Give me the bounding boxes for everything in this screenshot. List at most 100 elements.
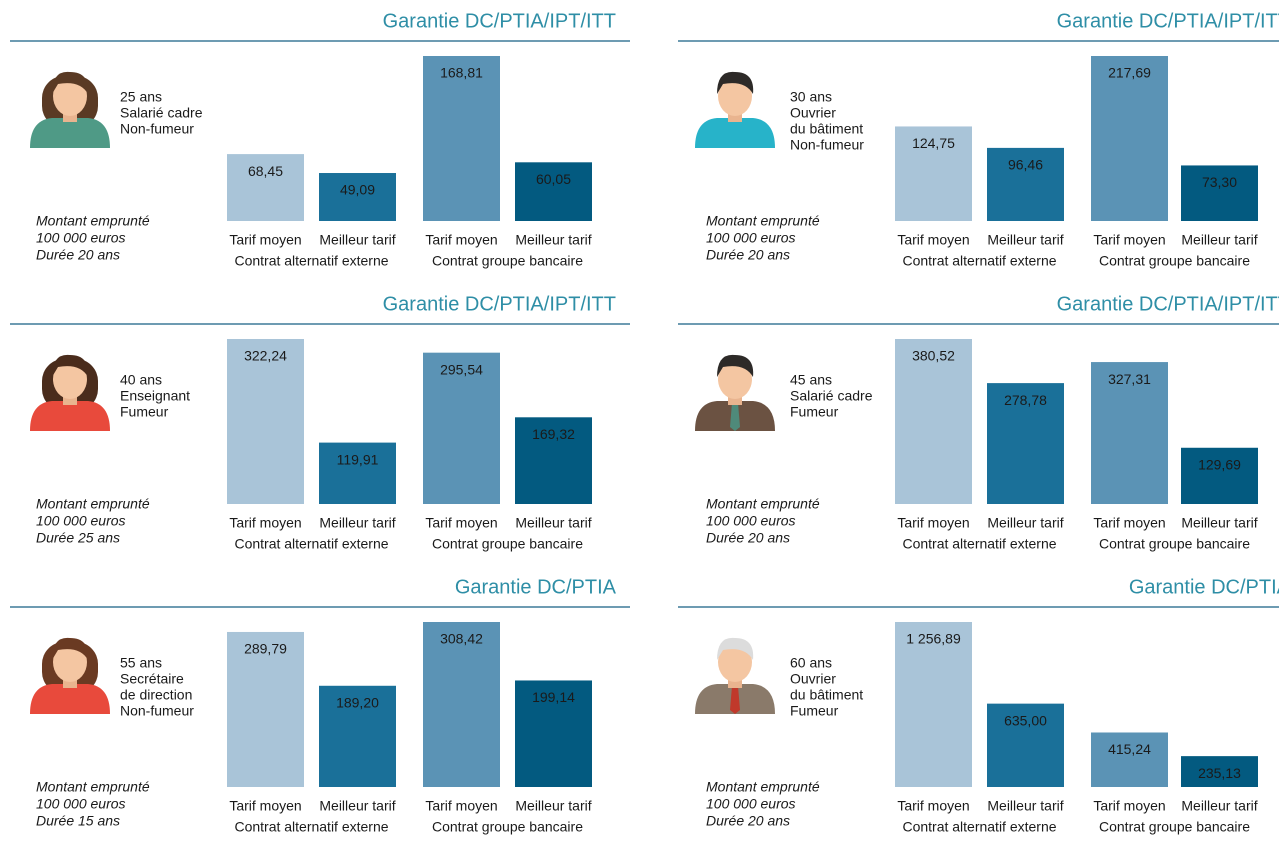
value-label: 68,45 [248, 163, 283, 179]
loan-line: 100 000 euros [706, 230, 796, 246]
bar [423, 622, 500, 787]
category-label: Tarif moyen [229, 232, 301, 248]
category-label: Meilleur tarif [515, 232, 591, 248]
value-label: 289,79 [244, 641, 287, 657]
value-label: 124,75 [912, 135, 955, 151]
bar [227, 339, 304, 504]
loan-line: 100 000 euros [36, 796, 126, 812]
group-label: Contrat alternatif externe [902, 819, 1056, 835]
loan-line: 100 000 euros [706, 796, 796, 812]
loan-line: Durée 15 ans [36, 813, 120, 829]
value-label: 327,31 [1108, 371, 1151, 387]
group-label: Contrat alternatif externe [902, 253, 1056, 269]
category-label: Meilleur tarif [1181, 232, 1257, 248]
panel-title: Garantie DC/PTIA/IPT/ITT [1057, 10, 1279, 32]
avatar-body [30, 401, 110, 431]
value-label: 235,13 [1198, 765, 1241, 781]
avatar-icon [30, 355, 110, 431]
profile-line: de direction [120, 687, 192, 703]
profile-line: Fumeur [790, 703, 839, 719]
panel-title: Garantie DC/PTIA/IPT/ITT [383, 10, 616, 32]
value-label: 119,91 [337, 451, 379, 467]
category-label: Meilleur tarif [515, 515, 591, 531]
profile-line: 45 ans [790, 372, 832, 388]
avatar-icon [695, 638, 775, 714]
profile-line: Salarié cadre [120, 105, 203, 121]
category-label: Tarif moyen [897, 798, 969, 814]
profile-line: Non-fumeur [120, 121, 194, 137]
category-label: Tarif moyen [425, 798, 497, 814]
category-label: Tarif moyen [229, 515, 301, 531]
avatar-body [30, 684, 110, 714]
loan-line: Durée 20 ans [36, 247, 120, 263]
group-label: Contrat alternatif externe [902, 536, 1056, 552]
loan-line: Durée 20 ans [706, 247, 790, 263]
avatar-icon [695, 72, 775, 148]
value-label: 380,52 [912, 348, 955, 364]
category-label: Meilleur tarif [987, 798, 1063, 814]
category-label: Meilleur tarif [987, 515, 1063, 531]
value-label: 96,46 [1008, 157, 1043, 173]
avatar-icon [30, 638, 110, 714]
loan-line: 100 000 euros [36, 230, 126, 246]
loan-line: Durée 20 ans [706, 530, 790, 546]
value-label: 189,20 [336, 694, 379, 710]
profile-line: 55 ans [120, 655, 162, 671]
value-label: 60,05 [536, 171, 571, 187]
value-label: 49,09 [340, 182, 375, 198]
category-label: Tarif moyen [425, 515, 497, 531]
loan-line: Montant emprunté [706, 213, 820, 229]
value-label: 278,78 [1004, 392, 1047, 408]
bar [895, 622, 972, 787]
panel: Garantie DC/PTIA/IPT/ITT40 ansEnseignant… [10, 293, 630, 551]
value-label: 73,30 [1202, 174, 1237, 190]
category-label: Meilleur tarif [319, 515, 395, 531]
avatar-body [695, 118, 775, 148]
bar [1091, 56, 1168, 221]
infographic: Garantie DC/PTIA/IPT/ITT 25 ansSalarié ca… [0, 0, 1279, 849]
category-label: Tarif moyen [229, 798, 301, 814]
category-label: Tarif moyen [1093, 798, 1165, 814]
profile-line: Fumeur [790, 404, 839, 420]
loan-line: Montant emprunté [36, 496, 150, 512]
profile-line: Secrétaire [120, 671, 184, 687]
value-label: 635,00 [1004, 712, 1047, 728]
group-label: Contrat groupe bancaire [432, 536, 583, 552]
category-label: Meilleur tarif [515, 798, 591, 814]
loan-line: Montant emprunté [706, 496, 820, 512]
category-label: Meilleur tarif [987, 232, 1063, 248]
profile-line: 25 ans [120, 89, 162, 105]
loan-line: Durée 20 ans [706, 813, 790, 829]
loan-line: 100 000 euros [36, 513, 126, 529]
category-label: Tarif moyen [425, 232, 497, 248]
panel: Garantie DC/PTIA 55 ansSecrétairede direc… [10, 576, 630, 834]
category-label: Tarif moyen [897, 232, 969, 248]
value-label: 169,32 [532, 426, 575, 442]
value-label: 129,69 [1198, 456, 1241, 472]
value-label: 1 256,89 [906, 631, 961, 647]
avatar-icon [695, 355, 775, 431]
avatar-icon [30, 72, 110, 148]
bar [895, 339, 972, 504]
group-label: Contrat alternatif externe [234, 536, 388, 552]
group-label: Contrat alternatif externe [234, 253, 388, 269]
profile-line: du bâtiment [790, 121, 863, 137]
value-label: 199,14 [532, 689, 575, 705]
bar [423, 56, 500, 221]
profile-line: 60 ans [790, 655, 832, 671]
group-label: Contrat groupe bancaire [1099, 819, 1250, 835]
profile-line: Non-fumeur [120, 703, 194, 719]
profile-line: Enseignant [120, 388, 190, 404]
panel-title: Garantie DC/PTIA [455, 576, 617, 598]
category-label: Tarif moyen [897, 515, 969, 531]
group-label: Contrat alternatif externe [234, 819, 388, 835]
category-label: Meilleur tarif [1181, 798, 1257, 814]
value-label: 295,54 [440, 361, 483, 377]
loan-line: Montant emprunté [706, 779, 820, 795]
value-label: 308,42 [440, 631, 483, 647]
category-label: Meilleur tarif [319, 798, 395, 814]
loan-line: Durée 25 ans [36, 530, 120, 546]
